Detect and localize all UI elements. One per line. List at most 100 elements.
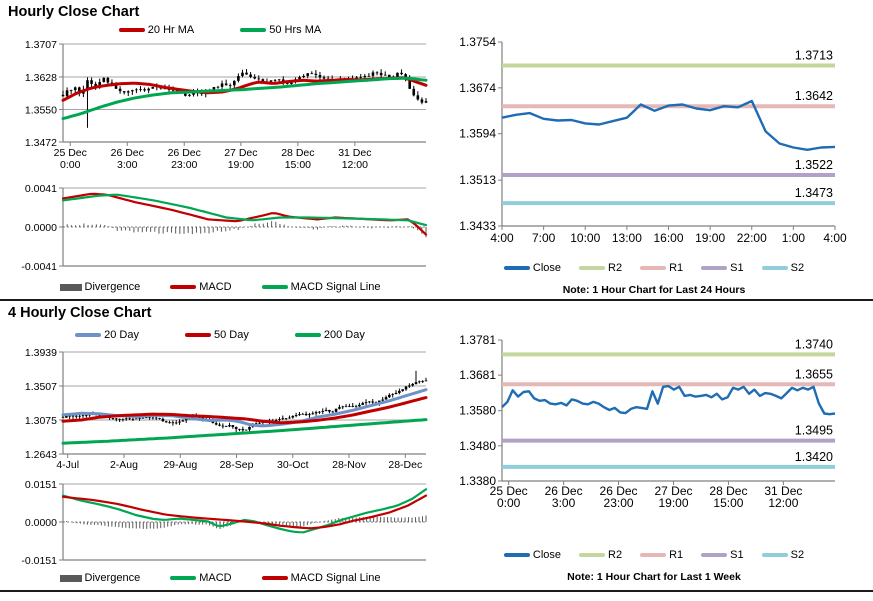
legend-item-macd: MACD [170, 281, 232, 293]
four-macd-legend: Divergence MACD MACD Signal Line [8, 572, 432, 584]
legend-item-divergence: Divergence [59, 281, 140, 293]
legend-label: MACD Signal Line [290, 572, 381, 584]
legend-item-r1: R1 [640, 549, 683, 561]
legend-item-50-day: 50 Day [185, 329, 249, 341]
legend-item-divergence: Divergence [59, 572, 140, 584]
legend-label: MACD Signal Line [290, 281, 381, 293]
svg-text:1.3380: 1.3380 [459, 474, 496, 488]
legend-item-macd-signal-line: MACD Signal Line [261, 572, 381, 584]
svg-text:1.3480: 1.3480 [459, 439, 496, 453]
svg-text:0.0000: 0.0000 [25, 517, 57, 529]
legend-swatch [761, 266, 788, 270]
svg-text:1.3473: 1.3473 [795, 186, 833, 200]
svg-text:1.3420: 1.3420 [795, 450, 833, 464]
legend-label: 50 Day [214, 329, 249, 341]
svg-text:1.3507: 1.3507 [25, 381, 57, 393]
weekly-pivot-legend: Close R2 R1 S1 S2 [454, 549, 854, 561]
legend-item-20-day: 20 Day [75, 329, 139, 341]
legend-item-close: Close [503, 262, 561, 274]
svg-text:30-Oct: 30-Oct [277, 459, 309, 471]
legend-swatch [118, 28, 145, 32]
legend-label: MACD [199, 281, 232, 293]
svg-text:1.3707: 1.3707 [25, 39, 57, 51]
legend-item-r1: R1 [640, 262, 683, 274]
svg-text:7:00: 7:00 [532, 231, 556, 245]
legend-label: 20 Day [104, 329, 139, 341]
svg-text:1.3740: 1.3740 [795, 337, 833, 351]
legend-item-50-hrs-ma: 50 Hrs MA [240, 24, 321, 36]
weekly-pivot-note: Note: 1 Hour Chart for Last 1 Week [567, 571, 741, 583]
legend-item-200-day: 200 Day [294, 329, 365, 341]
legend-label: S1 [730, 262, 744, 274]
legend-label: Close [532, 549, 562, 561]
svg-text:1.3939: 1.3939 [25, 347, 57, 359]
svg-text:2-Aug: 2-Aug [110, 459, 138, 471]
legend-label: MACD [199, 572, 232, 584]
hourly-close-chart-title: Hourly Close Chart [8, 4, 140, 20]
legend-item-r2: R2 [579, 549, 622, 561]
svg-text:1.3681: 1.3681 [459, 368, 496, 382]
svg-text:1.2643: 1.2643 [25, 449, 57, 461]
legend-item-s1: S1 [701, 262, 744, 274]
svg-text:4-Jul: 4-Jul [56, 459, 79, 471]
svg-text:1.3754: 1.3754 [459, 35, 496, 49]
legend-swatch [170, 285, 197, 289]
legend-swatch [59, 283, 82, 291]
svg-text:1.3781: 1.3781 [459, 333, 496, 347]
four-hourly-macd-chart-canvas: 0.0151 0.0000 -0.0151 [21, 479, 428, 567]
legend-swatch [261, 576, 288, 580]
svg-text:4:00: 4:00 [490, 231, 514, 245]
svg-text:19:00: 19:00 [695, 231, 725, 245]
four-main-legend: 20 Day 50 Day 200 Day [8, 329, 432, 341]
legend-swatch [701, 266, 728, 270]
legend-label: S2 [790, 262, 805, 274]
svg-text:1.3522: 1.3522 [795, 158, 833, 172]
svg-text:0.0151: 0.0151 [25, 479, 57, 491]
legend-swatch [261, 285, 288, 289]
legend-item-macd-signal-line: MACD Signal Line [261, 281, 381, 293]
svg-text:1.3580: 1.3580 [459, 404, 496, 418]
legend-label: S2 [790, 549, 805, 561]
svg-text:1.3472: 1.3472 [25, 137, 57, 149]
svg-text:16:00: 16:00 [653, 231, 683, 245]
svg-text:1.3594: 1.3594 [459, 127, 496, 141]
legend-swatch [701, 553, 728, 557]
hourly-main-legend: 20 Hr MA 50 Hrs MA [8, 24, 432, 36]
legend-swatch [640, 553, 667, 557]
hourly-macd-legend: Divergence MACD MACD Signal Line [8, 281, 432, 293]
legend-label: R1 [669, 262, 684, 274]
legend-item-s2: S2 [761, 262, 805, 274]
svg-text:4:00: 4:00 [823, 231, 847, 245]
svg-text:1.3628: 1.3628 [25, 72, 57, 84]
svg-text:1:00: 1:00 [782, 231, 806, 245]
legend-swatch [240, 28, 267, 32]
svg-text:1.3433: 1.3433 [459, 219, 496, 233]
legend-swatch [503, 553, 530, 557]
legend-item-close: Close [503, 549, 562, 561]
legend-label: 200 Day [323, 329, 365, 341]
hourly-pivot-legend: Close R2 R1 S1 S2 [454, 262, 854, 274]
section-divider [0, 299, 873, 301]
legend-label: R1 [669, 549, 684, 561]
svg-text:28-Sep: 28-Sep [220, 459, 254, 471]
svg-text:0.0041: 0.0041 [25, 183, 57, 195]
legend-item-20-hr-ma: 20 Hr MA [118, 24, 194, 36]
legend-label: R2 [608, 549, 623, 561]
legend-swatch [579, 553, 606, 557]
hourly-pivot-note: Note: 1 Hour Chart for Last 24 Hours [562, 284, 746, 296]
svg-text:13:00: 13:00 [612, 231, 642, 245]
